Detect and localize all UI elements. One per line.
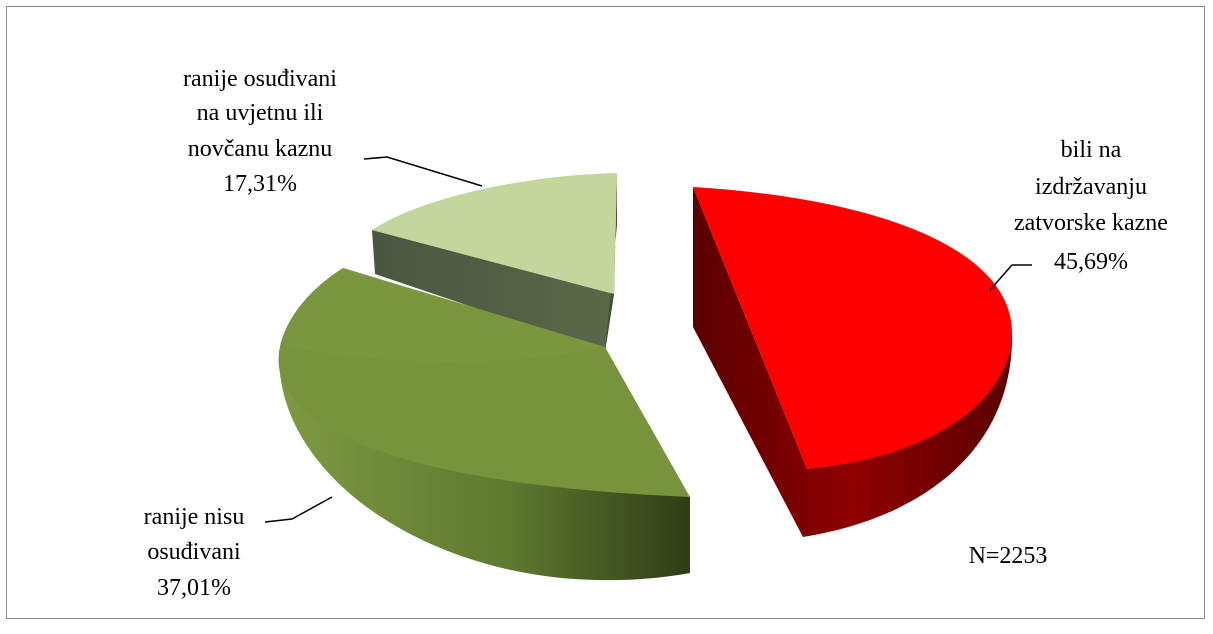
label-prior-suspended-line-2: na uvjetnu ili <box>197 100 324 126</box>
slice-not-convicted <box>278 268 690 581</box>
label-not-convicted-line-1: ranije nisu <box>144 504 245 530</box>
chart-frame: ranije osuđivani na uvjetnu ili novčanu … <box>6 6 1205 619</box>
leader-line-not-convicted <box>264 496 333 523</box>
slice-prior-suspended-top <box>372 173 617 294</box>
label-served-sentence-line-2: izdržavanju <box>1035 174 1147 200</box>
label-served-sentence-line-3: zatvorske kazne <box>1014 210 1168 236</box>
label-not-convicted-value: 37,01% <box>157 575 231 601</box>
sample-size-annotation: N=2253 <box>969 543 1048 569</box>
pie-chart: ranije osuđivani na uvjetnu ili novčanu … <box>144 66 1168 601</box>
label-prior-suspended-line-3: novčanu kaznu <box>188 136 333 162</box>
slice-served-sentence-top <box>693 187 1012 469</box>
slice-served-sentence-side <box>693 187 1012 537</box>
label-prior-suspended-line-1: ranije osuđivani <box>183 66 337 92</box>
leader-line-prior-suspended <box>363 156 483 187</box>
label-not-convicted: ranije nisu osuđivani 37,01% <box>144 504 245 601</box>
label-not-convicted-line-2: osuđivani <box>147 539 241 565</box>
label-prior-suspended-value: 17,31% <box>223 171 297 197</box>
slice-served-sentence <box>693 187 1012 537</box>
slice-prior-suspended-side <box>372 230 614 352</box>
slice-not-convicted-top-shade <box>283 268 605 362</box>
leader-line-served-sentence <box>989 264 1032 291</box>
label-prior-suspended: ranije osuđivani na uvjetnu ili novčanu … <box>183 66 337 197</box>
label-served-sentence-line-1: bili na <box>1061 137 1122 163</box>
label-served-sentence: bili na izdržavanju zatvorske kazne 45,6… <box>1014 137 1168 275</box>
slice-prior-suspended <box>372 173 617 352</box>
label-served-sentence-value: 45,69% <box>1054 249 1128 275</box>
